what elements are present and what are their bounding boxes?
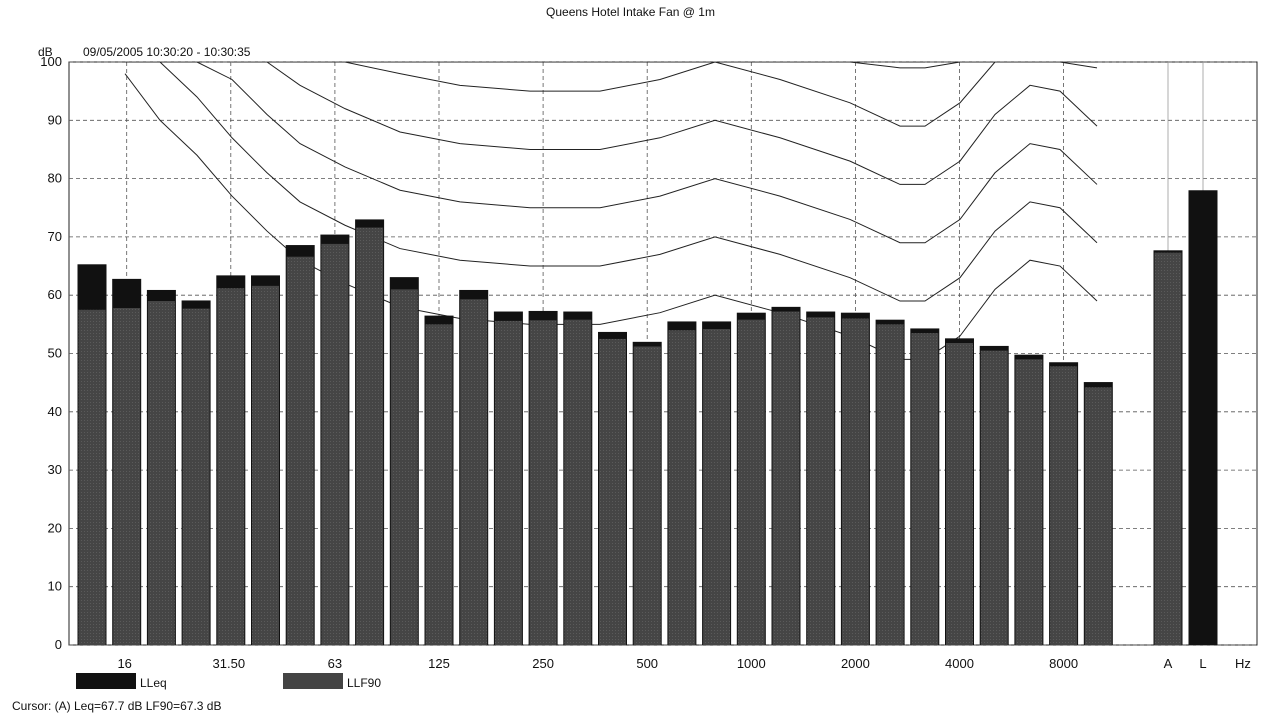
bar-llf90-1250 xyxy=(772,311,800,645)
bar-llf90-5000 xyxy=(980,350,1008,645)
bar-llf90-40 xyxy=(252,285,279,645)
bar-llf90-16 xyxy=(113,308,141,645)
bar-llf90-2500 xyxy=(876,324,904,645)
x-tick-2000: 2000 xyxy=(841,656,870,671)
y-tick-60: 60 xyxy=(48,287,62,302)
bar-llf90-12.5 xyxy=(78,309,106,645)
x-tick-31.50: 31.50 xyxy=(213,656,246,671)
y-tick-80: 80 xyxy=(48,171,62,186)
y-tick-50: 50 xyxy=(48,346,62,361)
legend-label-llf90: LLF90 xyxy=(347,676,382,690)
legend-swatch-llf90 xyxy=(283,673,343,689)
bars xyxy=(77,190,1218,646)
y-tick-90: 90 xyxy=(48,112,62,127)
bar-llf90-100 xyxy=(390,289,418,645)
legend-swatch-lleq xyxy=(76,673,136,689)
reference-curve-2 xyxy=(160,62,1098,244)
x-tick-A: A xyxy=(1164,656,1173,671)
bar-llf90-31.5 xyxy=(217,288,245,645)
reference-curves xyxy=(124,62,1098,360)
bar-llf90-800 xyxy=(703,329,731,645)
bar-llf90-A xyxy=(1154,252,1182,646)
y-tick-labels: 0 10 20 30 40 50 60 70 80 90 100 xyxy=(40,54,62,652)
bar-llf90-8000 xyxy=(1050,366,1078,645)
reference-curve-1 xyxy=(125,62,1098,302)
x-tick-Hz: Hz xyxy=(1235,656,1251,671)
x-tick-L: L xyxy=(1199,656,1206,671)
bar-llf90-1000 xyxy=(737,319,765,645)
bar-llf90-2000 xyxy=(841,318,869,645)
bar-llf90-4000 xyxy=(946,343,973,645)
bar-llf90-50 xyxy=(286,256,314,645)
bar-llf90-6300 xyxy=(1015,359,1043,645)
bar-llf90-10000 xyxy=(1084,387,1112,645)
bar-llf90-125 xyxy=(425,324,453,645)
x-tick-125: 125 xyxy=(428,656,450,671)
bar-lleq-L xyxy=(1188,190,1218,645)
y-tick-70: 70 xyxy=(48,229,62,244)
y-tick-20: 20 xyxy=(48,520,62,535)
cursor-readout: Cursor: (A) Leq=67.7 dB LF90=67.3 dB xyxy=(12,699,222,713)
legend-label-lleq: LLeq xyxy=(140,676,167,690)
bar-llf90-1600 xyxy=(807,317,835,645)
bar-llf90-20 xyxy=(147,301,175,645)
bar-llf90-400 xyxy=(599,338,626,645)
x-tick-1000: 1000 xyxy=(737,656,766,671)
y-tick-0: 0 xyxy=(55,637,62,652)
reference-curve-0 xyxy=(124,73,1098,360)
x-tick-63: 63 xyxy=(328,656,342,671)
bar-llf90-25 xyxy=(182,308,210,645)
y-axis-label: dB xyxy=(38,45,53,59)
reference-curve-4 xyxy=(267,62,1098,127)
time-range: 09/05/2005 10:30:20 - 10:30:35 xyxy=(83,45,251,59)
y-tick-40: 40 xyxy=(48,404,62,419)
x-tick-500: 500 xyxy=(636,656,658,671)
x-tick-4000: 4000 xyxy=(945,656,974,671)
bar-llf90-3150 xyxy=(911,333,939,645)
bar-llf90-315 xyxy=(564,319,592,645)
bar-llf90-160 xyxy=(460,299,488,645)
reference-curve-3 xyxy=(232,62,1098,185)
x-tick-labels: 16 31.50 63 125 250 500 1000 2000 4000 8000 A L Hz xyxy=(117,656,1250,671)
x-tick-8000: 8000 xyxy=(1049,656,1078,671)
bar-llf90-630 xyxy=(668,330,696,645)
chart-title: Queens Hotel Intake Fan @ 1m xyxy=(546,5,715,19)
x-tick-16: 16 xyxy=(117,656,131,671)
y-tick-100: 100 xyxy=(40,54,62,69)
y-tick-30: 30 xyxy=(48,462,62,477)
bar-llf90-63 xyxy=(321,243,349,645)
y-tick-10: 10 xyxy=(48,579,62,594)
bar-llf90-250 xyxy=(529,320,557,645)
x-tick-250: 250 xyxy=(532,656,554,671)
bar-llf90-500 xyxy=(633,346,661,645)
bar-llf90-200 xyxy=(494,320,522,645)
bar-llf90-80 xyxy=(356,227,384,645)
reference-curve-5 xyxy=(345,62,1097,69)
